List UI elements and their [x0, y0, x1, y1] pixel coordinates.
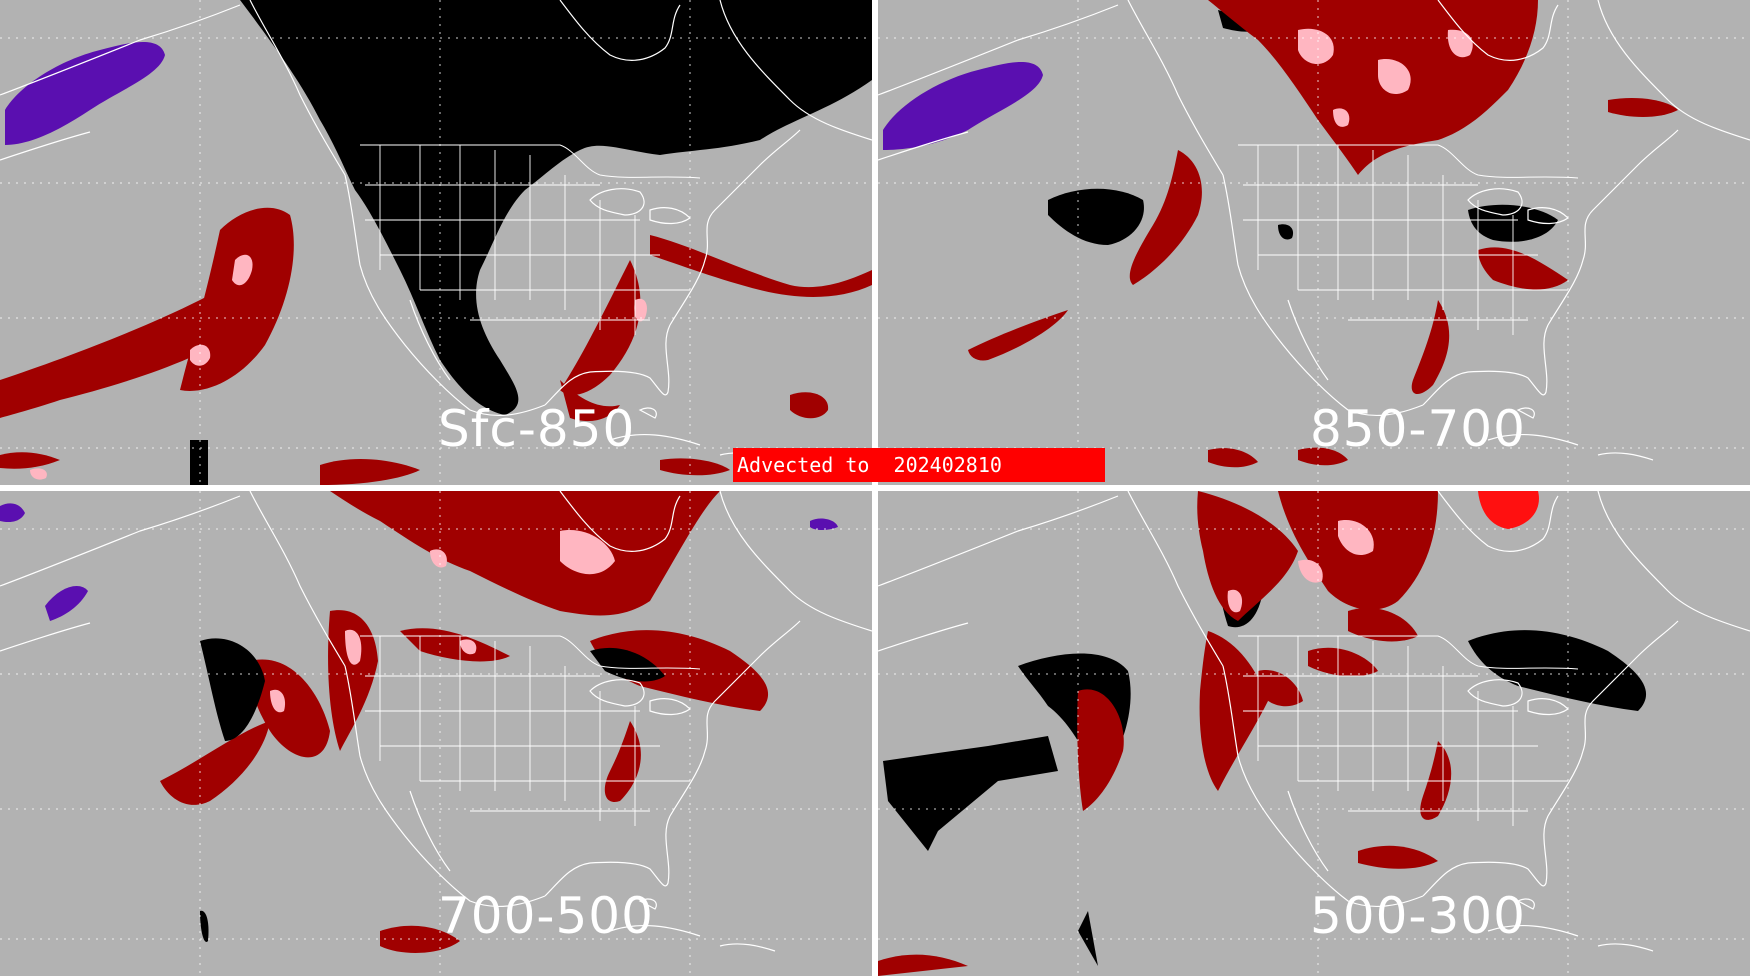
panel-500-300: 500-300: [878, 491, 1750, 976]
purple-regions: [0, 503, 838, 621]
layer-label: 850-700: [1310, 400, 1526, 458]
black-strip: [190, 440, 208, 485]
bright-red-regions: [1478, 491, 1539, 529]
dark-red-regions: [160, 491, 769, 953]
map-500-300: [878, 491, 1750, 976]
advected-time-banner: Advected to 202402810: [733, 448, 1105, 482]
black-regions: [200, 638, 665, 942]
pink-regions: [30, 254, 813, 480]
pink-regions: [1227, 520, 1374, 613]
masked-terrain-region: [240, 0, 872, 415]
layer-label: 700-500: [438, 887, 654, 945]
panel-sfc-850: Sfc-850: [0, 0, 872, 485]
black-regions: [883, 572, 1647, 966]
layer-label: Sfc-850: [438, 400, 636, 458]
panel-850-700: 850-700: [878, 0, 1750, 485]
purple-region: [5, 41, 165, 145]
panel-divider-horizontal: [0, 485, 1750, 491]
pink-regions: [270, 530, 615, 713]
map-sfc-850: [0, 0, 872, 485]
map-850-700: [878, 0, 1750, 485]
layer-label: 500-300: [1310, 887, 1526, 945]
panel-700-500: 700-500: [0, 491, 872, 976]
purple-region: [883, 61, 1043, 150]
map-700-500: [0, 491, 872, 976]
pink-regions: [1298, 28, 1473, 127]
